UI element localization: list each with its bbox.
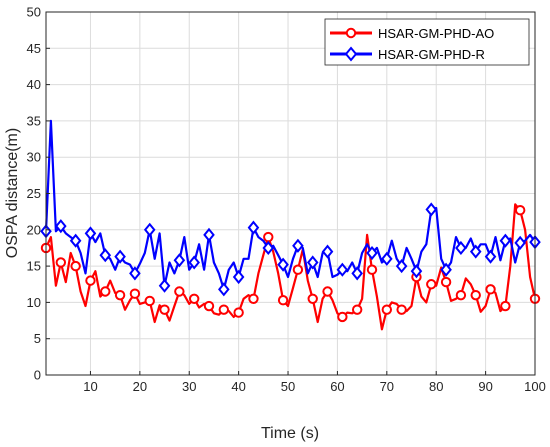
data-point xyxy=(203,300,215,312)
series-line xyxy=(44,203,537,331)
data-point xyxy=(455,289,467,301)
data-point xyxy=(381,304,393,315)
data-point xyxy=(143,222,156,237)
data-point xyxy=(484,249,497,264)
data-point xyxy=(306,255,319,270)
data-point xyxy=(366,245,378,261)
x-tick-label: 60 xyxy=(330,379,344,394)
data-point xyxy=(277,295,289,306)
data-point xyxy=(322,286,333,297)
data-point xyxy=(485,284,496,295)
data-point xyxy=(85,275,96,286)
x-tick-label: 70 xyxy=(380,379,394,394)
data-point xyxy=(174,286,185,297)
data-point xyxy=(218,304,230,315)
data-point xyxy=(55,219,67,234)
x-tick-label: 90 xyxy=(478,379,492,394)
data-point xyxy=(455,240,467,256)
data-point xyxy=(114,249,126,264)
data-point xyxy=(114,289,126,301)
data-point xyxy=(366,264,378,275)
x-tick-label: 50 xyxy=(281,379,295,394)
data-point xyxy=(514,204,526,216)
x-tick-label: 10 xyxy=(83,379,97,394)
y-tick-label: 50 xyxy=(27,5,41,20)
data-point xyxy=(410,264,423,279)
data-point xyxy=(248,293,259,304)
data-point xyxy=(351,304,363,315)
axis-ticks: 10 20 30 40 50 60 70 80 90 100 0 5 10 15 20 25 30 35 40 45 5… xyxy=(27,5,546,395)
data-point xyxy=(263,231,274,243)
data-point xyxy=(247,220,260,235)
data-point xyxy=(292,238,304,253)
data-point xyxy=(440,262,452,277)
data-point xyxy=(440,276,452,288)
legend-label-r: HSAR-GM-PHD-R xyxy=(378,47,485,62)
legend-marker-r xyxy=(344,46,358,62)
data-point xyxy=(129,266,141,281)
data-point xyxy=(129,288,141,299)
data-point xyxy=(426,279,437,290)
x-tick-label: 40 xyxy=(231,379,245,394)
data-point xyxy=(203,227,215,242)
data-point xyxy=(307,293,318,304)
data-point xyxy=(188,293,200,304)
data-point xyxy=(396,304,407,315)
series-1 xyxy=(40,203,541,331)
x-tick-label: 80 xyxy=(429,379,443,394)
data-point xyxy=(100,286,111,297)
data-point xyxy=(395,259,408,274)
data-point xyxy=(337,311,348,323)
data-point xyxy=(469,244,482,259)
series-layer xyxy=(40,119,541,331)
data-point xyxy=(262,240,275,256)
y-tick-label: 20 xyxy=(27,222,41,237)
y-tick-label: 40 xyxy=(27,77,41,92)
y-tick-label: 5 xyxy=(34,331,41,346)
data-point xyxy=(158,278,171,293)
data-point xyxy=(381,251,393,266)
y-tick-label: 45 xyxy=(27,41,41,56)
data-point xyxy=(500,300,511,312)
data-point xyxy=(425,202,438,217)
data-point xyxy=(336,262,349,277)
data-point xyxy=(514,235,526,250)
y-tick-label: 0 xyxy=(34,368,41,383)
data-point xyxy=(84,226,97,241)
data-point xyxy=(351,266,363,281)
data-point xyxy=(292,264,304,275)
data-point xyxy=(99,248,112,263)
data-point xyxy=(232,269,245,285)
data-point xyxy=(159,304,170,315)
data-point xyxy=(277,257,289,272)
x-tick-label: 30 xyxy=(182,379,196,394)
data-point xyxy=(70,260,81,272)
data-point xyxy=(499,233,512,248)
data-point xyxy=(144,295,155,307)
data-point xyxy=(173,253,186,268)
data-point xyxy=(218,282,230,297)
x-axis-label: Time (s) xyxy=(261,425,319,442)
legend-box xyxy=(324,18,530,66)
data-point xyxy=(55,257,67,268)
data-point xyxy=(470,289,481,301)
y-axis-label: OSPA distance(m) xyxy=(4,128,21,258)
series-2 xyxy=(40,119,541,297)
y-tick-label: 25 xyxy=(27,186,41,201)
data-point xyxy=(69,233,82,248)
y-tick-label: 35 xyxy=(27,113,41,128)
y-tick-label: 10 xyxy=(27,295,41,310)
legend: HSAR-GM-PHD-AO HSAR-GM-PHD-R xyxy=(324,18,530,66)
legend-marker-ao xyxy=(345,27,357,39)
series-line xyxy=(44,119,536,291)
y-tick-label: 15 xyxy=(27,259,41,274)
x-tick-label: 20 xyxy=(133,379,147,394)
x-tick-label: 100 xyxy=(524,379,546,394)
legend-label-ao: HSAR-GM-PHD-AO xyxy=(378,26,494,41)
y-tick-label: 30 xyxy=(27,150,41,165)
data-point xyxy=(321,244,334,259)
data-point xyxy=(233,307,244,318)
data-point xyxy=(188,255,200,270)
